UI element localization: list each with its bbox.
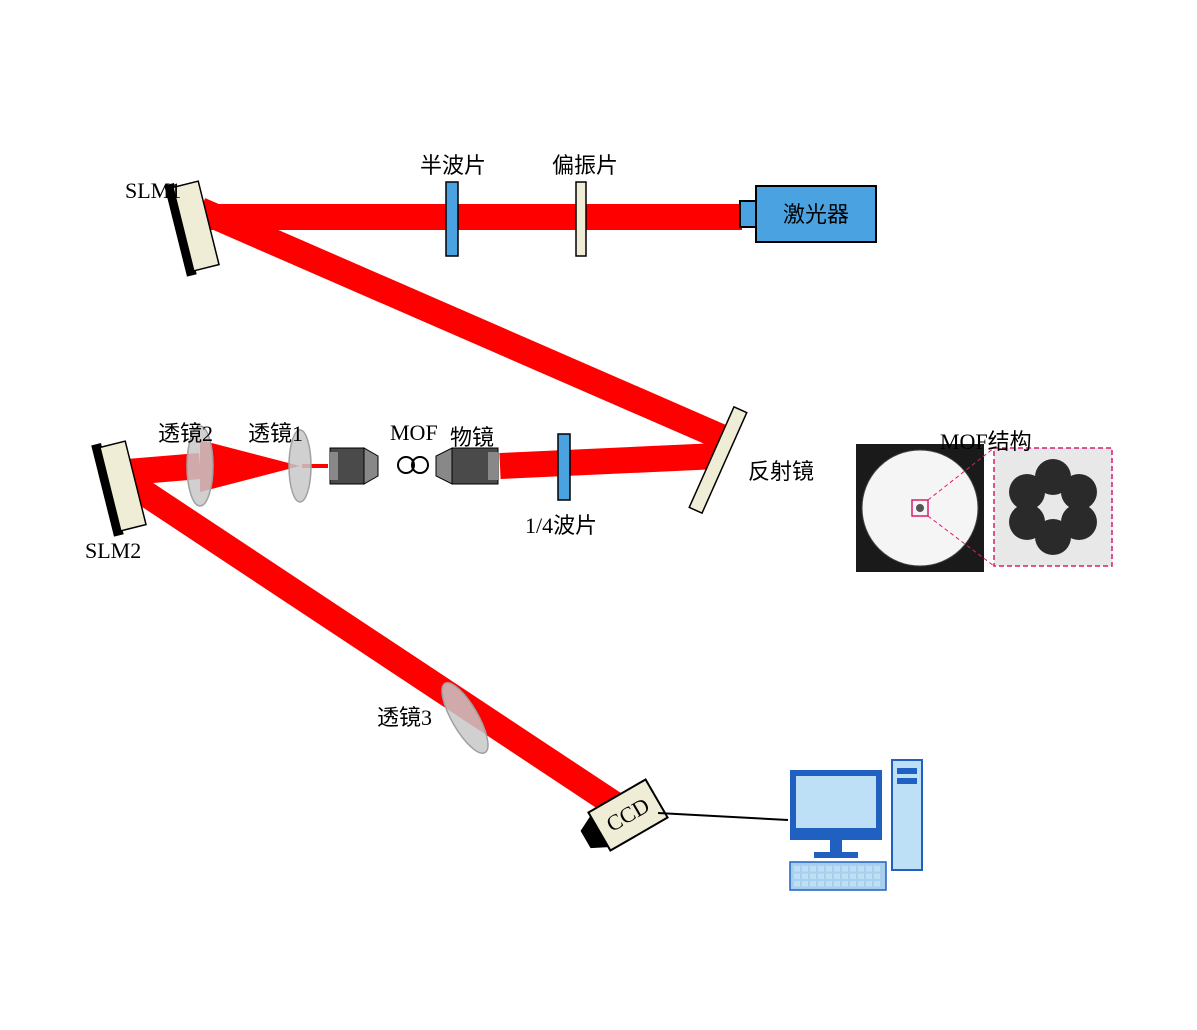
label-mof-struct: MOF结构	[940, 424, 1032, 456]
computer	[790, 760, 922, 890]
label-slm1: SLM1	[125, 178, 181, 204]
laser-label: 激光器	[783, 202, 849, 227]
polarizer-plate	[576, 182, 586, 256]
label-slm2: SLM2	[85, 538, 141, 564]
mof-structure-inset	[856, 444, 1112, 572]
label-polarizer: 偏振片	[552, 148, 618, 180]
objective-right	[436, 448, 498, 484]
mof-fiber-coil	[398, 457, 428, 473]
laser-barrel	[740, 201, 756, 227]
label-quarterwave: 1/4波片	[525, 508, 597, 540]
label-lens2: 透镜2	[158, 416, 213, 448]
halfwave-plate	[446, 182, 458, 256]
quarterwave-plate	[558, 434, 570, 500]
label-mof: MOF	[390, 420, 438, 446]
label-halfwave: 半波片	[420, 148, 486, 180]
label-lens3: 透镜3	[377, 700, 432, 732]
ccd-cable	[658, 813, 788, 820]
objective-left	[330, 448, 378, 484]
label-mirror: 反射镜	[748, 454, 814, 486]
label-lens1: 透镜1	[248, 416, 303, 448]
label-objective: 物镜	[450, 420, 494, 452]
